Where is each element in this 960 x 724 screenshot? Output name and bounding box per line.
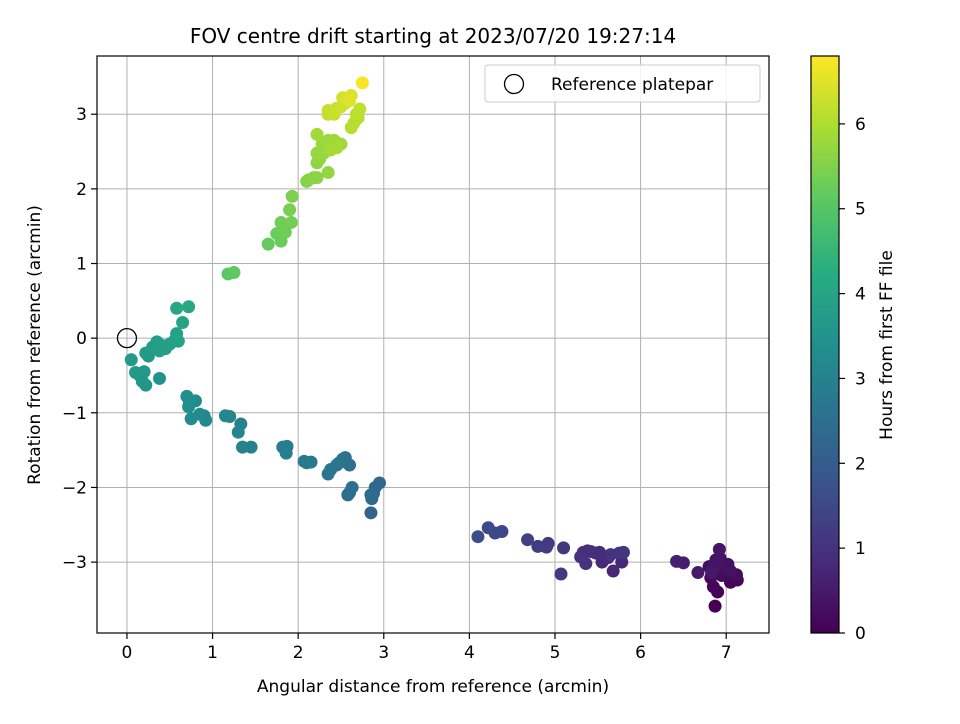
colorbar-tick-label: 4 [855,285,866,305]
y-axis-label: Rotation from reference (arcmin) [25,205,45,485]
data-point [284,215,298,229]
data-point [182,300,196,314]
x-tick-label: 2 [293,643,304,663]
data-point [285,189,299,203]
data-point [297,454,311,468]
y-tick-label: 1 [76,255,87,275]
data-point [521,533,535,547]
data-point [557,541,571,555]
chart-title: FOV centre drift starting at 2023/07/20 … [190,24,676,48]
data-point [218,409,232,423]
colorbar-tick-label: 3 [855,369,866,389]
x-tick-label: 5 [550,643,561,663]
data-point [343,94,357,108]
x-tick-label: 3 [378,643,389,663]
data-point [691,566,705,580]
data-point [274,215,288,229]
data-point [670,554,684,568]
data-point [182,395,196,409]
colorbar-tick-label: 0 [855,624,866,644]
x-tick-label: 4 [464,643,475,663]
y-tick-label: −3 [62,553,87,573]
data-point [364,506,378,520]
data-point [712,542,726,556]
y-tick-label: −1 [62,404,87,424]
data-point [345,480,359,494]
data-point [310,171,324,185]
colorbar [810,55,840,634]
data-point [236,440,250,454]
data-point [171,334,185,348]
colorbar-tick-label: 1 [855,539,866,559]
data-point [176,315,190,329]
legend-marker-icon [503,73,525,95]
data-point [321,165,335,179]
data-point [283,203,297,217]
x-axis: 0 1 2 3 4 5 6 7 [122,633,732,663]
x-tick-label: 6 [635,643,646,663]
plot-frame [96,55,770,634]
x-tick-label: 7 [721,643,732,663]
data-point [353,102,367,116]
x-tick-label: 1 [207,643,218,663]
reference-point-marker [116,328,138,349]
data-point [321,467,335,481]
data-point [152,371,166,385]
y-tick-label: 0 [76,329,87,349]
data-point [372,476,386,490]
data-point [554,567,568,581]
data-point [606,564,620,578]
data-point [579,557,593,571]
data-points [116,76,744,613]
data-point [481,521,495,535]
data-point [170,301,184,315]
y-axis: −3 −2 −1 0 1 2 3 [62,105,97,573]
data-point [278,225,292,239]
data-point [531,539,545,553]
colorbar-label: Hours from first FF file [877,250,897,440]
y-tick-label: 2 [76,180,87,200]
colorbar-tick-label: 6 [855,115,866,135]
colorbar-axis: 0 1 2 3 4 5 6 [839,115,866,644]
data-point [705,566,719,580]
data-point [227,265,241,279]
data-point [330,141,344,155]
data-point [310,127,324,141]
data-point [364,488,378,502]
data-point [129,365,143,379]
data-point [708,599,722,613]
legend-label: Reference platepar [551,75,713,95]
data-point [355,76,369,90]
grid [97,56,769,633]
colorbar-tick-label: 5 [855,200,866,220]
data-point [471,530,485,544]
y-tick-label: 3 [76,105,87,125]
x-tick-label: 0 [122,643,133,663]
data-point [616,545,630,559]
legend: Reference platepar [484,64,761,103]
legend-box [484,64,761,103]
data-point [261,237,275,251]
colorbar-tick-label: 2 [855,454,866,474]
y-tick-label: −2 [62,478,87,498]
data-point [279,446,293,460]
data-point [231,425,245,439]
data-point [723,564,737,578]
data-point [184,412,198,426]
data-point [124,353,138,367]
x-axis-label: Angular distance from reference (arcmin) [257,677,609,697]
